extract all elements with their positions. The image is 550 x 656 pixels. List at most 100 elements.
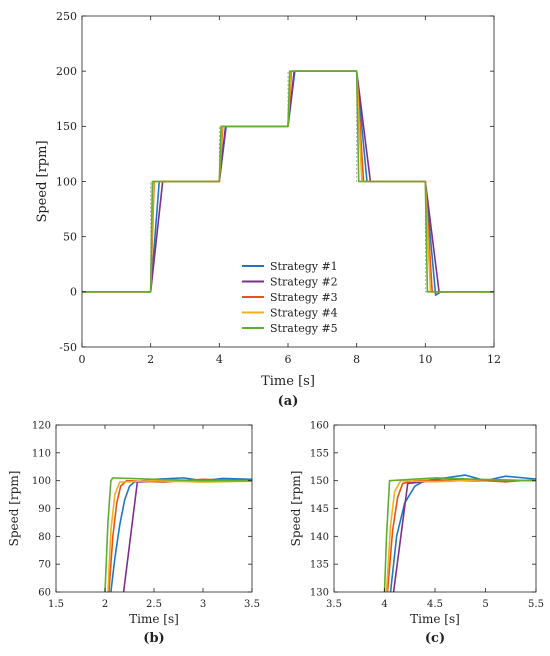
x-tick-label: 3 — [200, 599, 206, 610]
y-tick-label: 150 — [56, 120, 77, 133]
panel-a-caption: (a) — [278, 394, 299, 409]
y-tick-label: 90 — [38, 504, 51, 515]
panel-a-legend: Strategy #1 Strategy #2 Strategy #3 Stra… — [238, 256, 350, 340]
panel-c-xlabel: Time [s] — [410, 612, 460, 626]
legend-label: Strategy #1 — [270, 260, 338, 273]
y-tick: 70 — [38, 560, 252, 571]
x-tick: 4.5 — [427, 425, 443, 610]
y-tick-label: 120 — [32, 421, 51, 432]
x-tick: 12 — [487, 16, 501, 366]
x-tick-label: 0 — [79, 353, 86, 366]
x-tick-label: 5 — [482, 599, 488, 610]
x-tick: 5.5 — [528, 425, 544, 610]
y-tick-label: 60 — [38, 588, 51, 599]
x-tick-label: 6 — [285, 353, 292, 366]
x-tick: 2 — [147, 16, 154, 366]
series-line-strategy-5 — [383, 477, 536, 592]
y-tick: 80 — [38, 532, 252, 543]
y-tick: 145 — [310, 504, 536, 515]
panel-c-caption: (c) — [425, 631, 445, 646]
x-tick-label: 3.5 — [326, 599, 342, 610]
legend-item-strategy-4: Strategy #4 — [242, 307, 338, 320]
x-tick: 8 — [353, 16, 360, 366]
panel-b: 1.5 2 2.5 3 3.5 60 70 80 90 100 110 120 Speed [rpm]… — [7, 421, 260, 647]
panel-c-plot-area: 3.5 4 4.5 5 5.5 130 135 140 145 150 155 160 — [310, 421, 544, 611]
y-tick: 0 — [70, 286, 494, 299]
x-tick: 2.5 — [146, 425, 162, 610]
x-tick-label: 2 — [147, 353, 154, 366]
y-tick: 160 — [310, 421, 536, 432]
y-tick: 100 — [32, 476, 252, 487]
y-tick: 250 — [56, 10, 494, 23]
y-tick-label: 140 — [310, 532, 329, 543]
axes-box — [55, 424, 253, 593]
series-line-strategy-4 — [107, 479, 252, 592]
y-tick: 150 — [56, 120, 494, 133]
x-tick: 3 — [200, 425, 206, 610]
y-tick: 200 — [56, 65, 494, 78]
x-tick-label: 3.5 — [244, 599, 260, 610]
x-tick-label: 8 — [353, 353, 360, 366]
series-line-strategy-5 — [104, 477, 252, 592]
x-tick-label: 4.5 — [427, 599, 443, 610]
series-line-strategy-2 — [82, 70, 494, 293]
panel-a-xlabel: Time [s] — [261, 374, 315, 389]
y-tick-label: 250 — [56, 10, 77, 23]
panel-b-plot-area: 1.5 2 2.5 3 3.5 60 70 80 90 100 110 120 — [32, 421, 260, 611]
x-tick: 3.5 — [326, 425, 342, 610]
y-tick-label: 150 — [310, 476, 329, 487]
y-tick-label: 160 — [310, 421, 329, 432]
y-tick: 155 — [310, 448, 536, 459]
x-tick-label: 5.5 — [528, 599, 544, 610]
legend-item-strategy-3: Strategy #3 — [242, 291, 338, 304]
x-tick-label: 4 — [216, 353, 223, 366]
y-tick-label: 145 — [310, 504, 329, 515]
series-line-strategy-2 — [392, 479, 536, 592]
x-tick: 2 — [102, 425, 108, 610]
x-tick: 4 — [216, 16, 223, 366]
y-tick-label: 200 — [56, 65, 77, 78]
legend-item-strategy-5: Strategy #5 — [242, 322, 338, 335]
y-tick-label: 0 — [70, 286, 77, 299]
y-tick: 60 — [38, 588, 252, 599]
legend-label: Strategy #4 — [270, 307, 338, 320]
x-tick-label: 10 — [418, 353, 432, 366]
axes-box — [333, 424, 537, 593]
panel-b-ylabel: Speed [rpm] — [7, 471, 21, 547]
y-tick: 120 — [32, 421, 252, 432]
y-tick-label: 80 — [38, 532, 51, 543]
x-tick: 0 — [79, 16, 86, 366]
x-tick: 6 — [285, 16, 292, 366]
y-tick-label: 50 — [63, 231, 77, 244]
y-tick: 90 — [38, 504, 252, 515]
x-tick-label: 1.5 — [48, 599, 64, 610]
x-tick: 4 — [381, 425, 388, 610]
x-tick-label: 2 — [102, 599, 108, 610]
x-tick: 10 — [418, 16, 432, 366]
x-tick-label: 4 — [381, 599, 387, 610]
panel-b-caption: (b) — [143, 631, 164, 646]
y-tick: 135 — [310, 560, 536, 571]
legend-item-strategy-1: Strategy #1 — [242, 260, 338, 273]
x-tick: 5 — [482, 425, 489, 610]
y-tick-label: 155 — [310, 448, 329, 459]
y-tick: 50 — [63, 231, 494, 244]
x-tick-label: 12 — [487, 353, 501, 366]
y-tick-label: 110 — [32, 448, 51, 459]
y-tick-label: 100 — [32, 476, 51, 487]
y-tick-label: 130 — [310, 588, 329, 599]
series-line-strategy-1 — [389, 474, 536, 592]
y-tick-label: -50 — [59, 341, 77, 354]
series-line-strategy-2 — [122, 479, 252, 592]
y-tick-label: 100 — [56, 175, 77, 188]
y-tick-label: 70 — [38, 560, 51, 571]
panel-b-xlabel: Time [s] — [129, 612, 179, 626]
panel-c-ylabel: Speed [rpm] — [289, 471, 303, 547]
x-tick-label: 2.5 — [146, 599, 162, 610]
y-tick-label: 135 — [310, 560, 329, 571]
y-tick: 100 — [56, 175, 494, 188]
y-tick: 140 — [310, 532, 536, 543]
